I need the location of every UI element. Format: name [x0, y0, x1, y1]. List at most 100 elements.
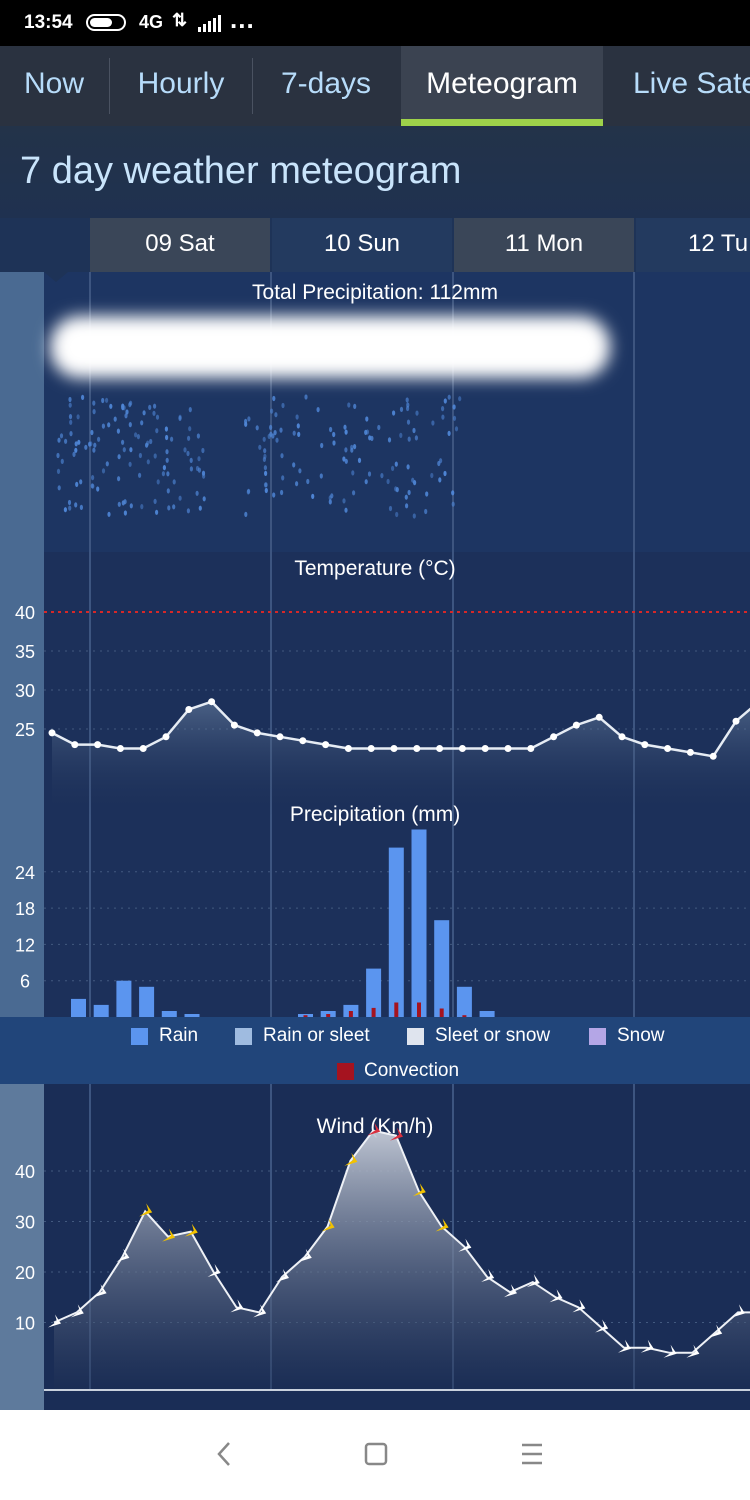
temperature-point: [572, 721, 580, 729]
rain-drop: [347, 402, 351, 408]
cloud-panel-background: [44, 272, 750, 552]
rain-drop: [105, 397, 109, 403]
day-header-tue[interactable]: 12 Tu: [636, 218, 750, 272]
rain-drop: [272, 395, 276, 402]
page-title: 7 day weather meteogram: [20, 150, 462, 192]
wind-arrow-marker: [732, 1304, 745, 1318]
rain-drop: [77, 439, 81, 445]
rain-drop: [431, 420, 435, 426]
rain-drop: [330, 493, 334, 499]
wind-arrow-marker: [595, 1319, 609, 1333]
rain-drop: [298, 468, 302, 474]
rain-drop: [56, 468, 61, 474]
menu-icon[interactable]: [519, 1438, 545, 1470]
rain-drop: [280, 489, 284, 496]
rain-bar: [93, 1004, 109, 1017]
rain-drop: [447, 430, 451, 436]
rain-drop: [195, 490, 199, 496]
back-icon[interactable]: [212, 1438, 236, 1470]
rain-drop: [57, 485, 61, 491]
rain-drop: [316, 407, 320, 413]
rain-drop: [92, 409, 96, 415]
temperature-point: [322, 741, 330, 749]
more-dots-icon: ...: [230, 4, 255, 34]
rain-drop: [295, 481, 299, 487]
rain-drop: [395, 487, 399, 493]
wind-arrow-marker: [207, 1264, 221, 1277]
wind-arrow-marker: [298, 1248, 312, 1262]
rain-drop: [443, 398, 447, 404]
rain-drop: [60, 458, 64, 464]
rain-drop: [387, 437, 392, 443]
rain-drop: [454, 426, 459, 432]
precipitation-bars: [71, 829, 495, 1018]
rain-drop: [121, 500, 125, 506]
wind-arrow-marker: [93, 1284, 107, 1298]
day-header-sun[interactable]: 10 Sun: [272, 218, 452, 272]
tab-hourly[interactable]: Hourly: [137, 67, 225, 100]
rain-drop: [352, 490, 356, 496]
rain-drop: [162, 465, 166, 471]
tab-meteogram[interactable]: Meteogram: [401, 46, 603, 126]
tab-now[interactable]: Now: [23, 67, 84, 100]
precip-tick-label: 6: [20, 972, 30, 992]
rain-drop: [365, 429, 369, 435]
rain-drop: [128, 402, 132, 408]
rain-drop: [405, 397, 409, 403]
temperature-point: [230, 721, 238, 729]
rain-drop: [386, 478, 390, 485]
rain-drop: [124, 413, 128, 419]
rain-drop: [165, 457, 169, 463]
rain-drop: [91, 475, 95, 481]
wind-tick-label: 10: [15, 1314, 35, 1334]
rain-drop: [452, 404, 456, 410]
rain-bar: [479, 1011, 495, 1017]
rain-drop: [353, 444, 357, 450]
wind-arrow-marker: [663, 1344, 677, 1358]
rain-drop: [319, 473, 323, 479]
rain-drop: [332, 440, 336, 446]
day-row: 09 Sat 10 Sun 11 Mon 12 Tu: [0, 218, 750, 272]
rain-drop: [399, 406, 404, 412]
rain-drop: [311, 493, 315, 499]
rain-drop: [197, 456, 201, 462]
rain-drop: [296, 423, 300, 429]
rain-bar: [116, 980, 132, 1017]
rain-drop: [351, 470, 355, 476]
rain-drop: [274, 412, 278, 418]
status-bar: 13:54 4G ⇅ ...: [0, 0, 750, 46]
rain-drop: [196, 433, 200, 439]
rain-drop: [404, 494, 408, 500]
convection-bar: [417, 1002, 421, 1017]
rain-drop: [306, 478, 310, 485]
wind-arrow-marker: [709, 1324, 723, 1338]
temperature-point: [139, 745, 147, 752]
legend-rain-or-sleet: Rain or sleet: [263, 1025, 370, 1046]
rain-drop: [69, 431, 73, 437]
meteogram-chart[interactable]: Total Precipitation: 112mm Temperature (…: [0, 272, 750, 1410]
day-header-mon[interactable]: 11 Mon: [454, 218, 634, 272]
rain-drop: [123, 510, 127, 516]
rain-drop: [262, 436, 266, 442]
temperature-point: [253, 729, 261, 737]
temperature-point: [595, 713, 603, 721]
rain-drop: [328, 499, 332, 505]
rain-bar: [71, 998, 86, 1017]
rain-drop: [146, 440, 150, 446]
temperature-point: [276, 733, 284, 741]
tab-live-satellite[interactable]: Live Sate: [633, 67, 750, 100]
rain-bar: [184, 1014, 200, 1017]
rain-drop: [281, 402, 285, 409]
tab-7-days[interactable]: 7-days: [280, 67, 372, 100]
convection-bar: [394, 1002, 399, 1017]
rain-drop: [90, 483, 94, 489]
temperature-series: [48, 698, 750, 817]
temperature-point: [71, 741, 79, 749]
home-icon[interactable]: [363, 1438, 389, 1470]
rain-drop: [172, 504, 176, 510]
day-header-sat[interactable]: 09 Sat: [90, 218, 270, 272]
rain-drop: [96, 486, 100, 492]
wind-arrow-marker: [70, 1304, 84, 1318]
temperature-point: [116, 745, 124, 752]
rain-drop: [107, 511, 111, 517]
